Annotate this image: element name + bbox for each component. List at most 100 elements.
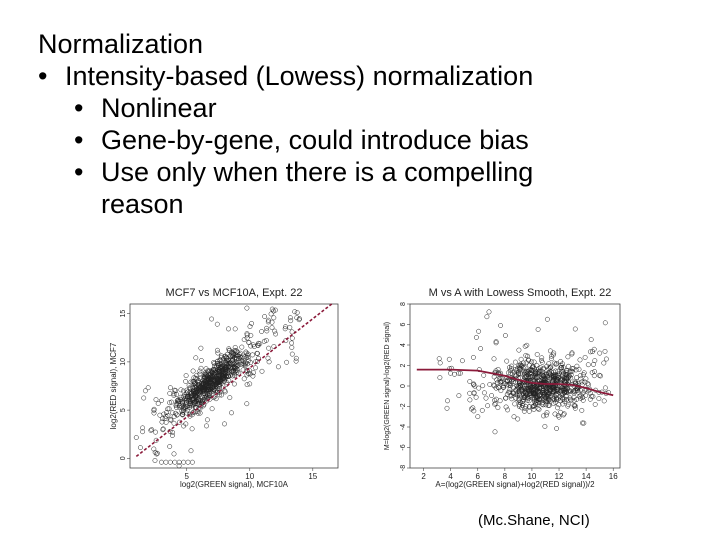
scatter-point	[214, 370, 220, 375]
scatter-point	[569, 350, 575, 356]
scatter-point	[516, 347, 522, 353]
scatter-point	[503, 404, 509, 410]
y-tick-label: -2	[400, 403, 407, 409]
scatter-point	[543, 412, 549, 418]
sub-bullet-text: Nonlinear	[101, 93, 217, 123]
scatter-point	[541, 373, 547, 379]
slide-text: Normalization • Intensity-based (Lowess) …	[38, 28, 533, 220]
scatter-point	[259, 329, 265, 334]
scatter-point	[214, 378, 220, 383]
scatter-point	[264, 325, 269, 331]
scatter-point	[531, 406, 537, 412]
y-tick-label: 0	[400, 384, 407, 388]
scatter-point	[141, 395, 147, 401]
scatter-point	[526, 357, 532, 363]
scatter-point	[602, 320, 608, 326]
scatter-point	[515, 365, 521, 371]
scatter-point	[197, 387, 203, 393]
scatter-point	[505, 377, 511, 383]
scatter-point	[196, 405, 202, 411]
source-credit: (Mc.Shane, NCI)	[478, 512, 590, 529]
scatter-point	[234, 366, 240, 372]
scatter-point	[548, 369, 554, 375]
scatter-point	[517, 371, 523, 377]
scatter-point	[536, 406, 542, 412]
scatter-point	[553, 368, 559, 374]
scatter-point	[154, 450, 160, 456]
scatter-point	[530, 373, 536, 379]
y-tick-label: -8	[400, 465, 407, 471]
scatter-point	[251, 370, 256, 376]
scatter-point	[232, 373, 238, 378]
scatter-point	[231, 352, 237, 358]
scatter-point	[169, 399, 174, 405]
scatter-point	[272, 307, 278, 313]
scatter-point	[553, 395, 559, 401]
scatter-point	[250, 373, 256, 379]
y-tick-label: 2	[400, 363, 407, 367]
scatter-point	[293, 358, 299, 364]
scatter-point	[517, 399, 523, 405]
scatter-point	[492, 429, 498, 435]
scatter-point	[269, 325, 275, 331]
scatter-point	[162, 415, 168, 421]
scatter-point	[167, 400, 173, 406]
scatter-point	[459, 358, 465, 364]
scatter-plot-m-vs-a: M vs A with Lowess Smooth, Expt. 22 2 4 6 8…	[380, 280, 630, 490]
scatter-point	[572, 403, 578, 409]
scatter-point	[519, 388, 525, 394]
scatter-point	[247, 324, 253, 329]
scatter-point	[253, 365, 258, 371]
scatter-point	[546, 396, 551, 402]
scatter-point	[437, 360, 443, 366]
scatter-point	[173, 410, 179, 416]
scatter-point	[506, 365, 512, 370]
scatter-point	[294, 310, 300, 316]
x-tick-label: 10	[527, 472, 536, 481]
scatter-point	[160, 426, 166, 432]
scatter-point	[493, 340, 499, 346]
scatter-point	[201, 380, 207, 386]
scatter-point	[217, 357, 223, 363]
scatter-point	[548, 356, 554, 362]
scatter-point	[487, 382, 493, 387]
scatter-point	[259, 368, 265, 374]
scatter-point	[155, 401, 161, 406]
scatter-point	[475, 414, 481, 420]
scatter-point	[133, 435, 139, 440]
y-tick-label: 15	[120, 310, 127, 318]
scatter-point	[596, 372, 602, 378]
scatter-point	[137, 445, 143, 451]
scatter-point	[553, 378, 559, 384]
scatter-point	[602, 348, 608, 354]
scatter-point	[167, 385, 173, 391]
scatter-point	[566, 389, 572, 395]
scatter-point	[230, 360, 236, 366]
scatter-point	[504, 391, 510, 397]
scatter-point	[527, 362, 532, 368]
scatter-point	[244, 372, 250, 378]
scatter-point	[152, 458, 158, 463]
scatter-point	[231, 361, 237, 367]
scatter-point	[174, 412, 180, 418]
scatter-point	[189, 426, 195, 432]
sub-bullet-continuation: reason	[101, 189, 184, 219]
scatter-point	[494, 377, 500, 383]
scatter-point	[188, 390, 194, 396]
bullet-intensity: • Intensity-based (Lowess) normalization	[38, 60, 533, 92]
scatter-point	[493, 339, 499, 345]
scatter-point	[241, 376, 247, 382]
scatter-point	[480, 383, 486, 389]
x-axis-label: A=(log2(GREEN signal)+log2(RED signal))/…	[435, 480, 595, 489]
scatter-point	[565, 403, 571, 409]
scatter-point	[221, 370, 227, 376]
scatter-point	[227, 395, 233, 401]
scatter-point	[193, 355, 199, 361]
scatter-point	[530, 367, 536, 373]
scatter-point	[230, 368, 236, 374]
scatter-point	[545, 376, 551, 382]
scatter-point	[547, 348, 553, 354]
scatter-point	[526, 398, 532, 404]
scatter-point	[234, 355, 240, 361]
scatter-point	[153, 429, 158, 435]
